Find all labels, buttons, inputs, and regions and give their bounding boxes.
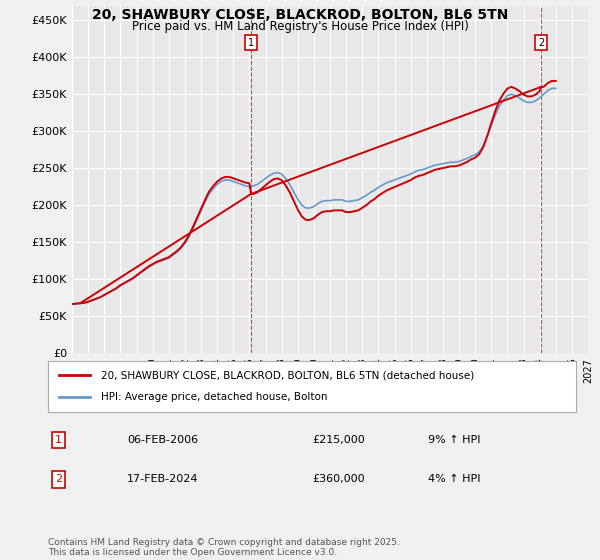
Text: 2: 2 <box>538 38 544 48</box>
Text: 2: 2 <box>55 474 62 484</box>
Text: 06-FEB-2006: 06-FEB-2006 <box>127 435 199 445</box>
Text: Contains HM Land Registry data © Crown copyright and database right 2025.
This d: Contains HM Land Registry data © Crown c… <box>48 538 400 557</box>
Text: 20, SHAWBURY CLOSE, BLACKROD, BOLTON, BL6 5TN (detached house): 20, SHAWBURY CLOSE, BLACKROD, BOLTON, BL… <box>101 370 474 380</box>
Text: 17-FEB-2024: 17-FEB-2024 <box>127 474 199 484</box>
Text: HPI: Average price, detached house, Bolton: HPI: Average price, detached house, Bolt… <box>101 393 328 403</box>
Text: 1: 1 <box>55 435 62 445</box>
Text: 9% ↑ HPI: 9% ↑ HPI <box>428 435 481 445</box>
Text: £360,000: £360,000 <box>312 474 365 484</box>
Text: 4% ↑ HPI: 4% ↑ HPI <box>428 474 481 484</box>
Text: £215,000: £215,000 <box>312 435 365 445</box>
Text: 1: 1 <box>248 38 254 48</box>
Text: 20, SHAWBURY CLOSE, BLACKROD, BOLTON, BL6 5TN: 20, SHAWBURY CLOSE, BLACKROD, BOLTON, BL… <box>92 8 508 22</box>
Text: Price paid vs. HM Land Registry's House Price Index (HPI): Price paid vs. HM Land Registry's House … <box>131 20 469 32</box>
